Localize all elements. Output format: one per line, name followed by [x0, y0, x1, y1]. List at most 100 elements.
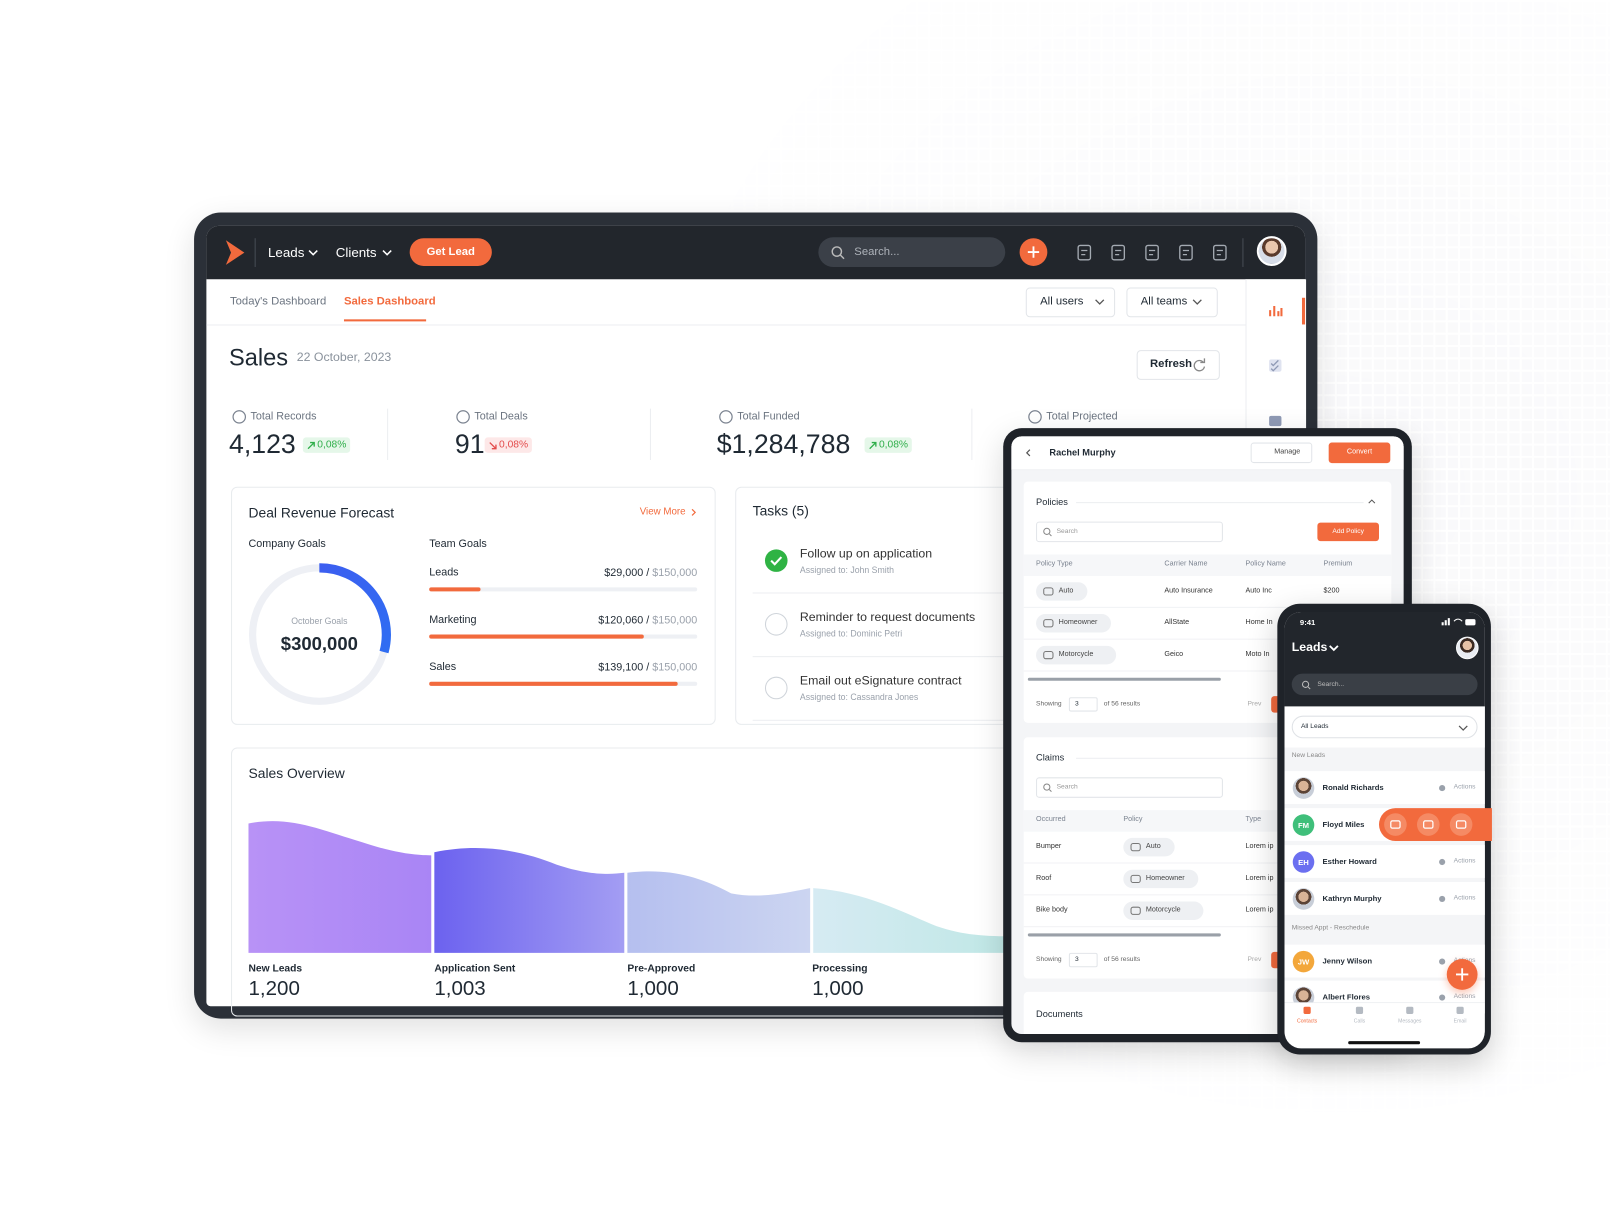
tab-active[interactable]: Sales Dashboard	[343, 295, 436, 308]
convert-button[interactable]	[1328, 442, 1391, 464]
column-header: Policy	[1123, 816, 1143, 824]
tasks-icon	[1269, 359, 1282, 372]
row-divider	[1023, 670, 1392, 672]
cell: Bumper	[1036, 842, 1062, 850]
manage-button[interactable]	[1250, 442, 1313, 464]
actions-label[interactable]: Actions	[1453, 857, 1476, 865]
tab[interactable]: Today's Dashboard	[230, 295, 327, 308]
phone-avatar[interactable]	[1456, 636, 1479, 660]
stat-change: 0,08%	[317, 439, 347, 451]
lead-filter[interactable]	[1291, 715, 1478, 739]
action-icon	[1423, 820, 1434, 829]
task-check[interactable]	[764, 676, 788, 700]
get-lead-button[interactable]	[409, 238, 492, 266]
filter-dropdown[interactable]	[1025, 287, 1116, 318]
donut-value: $300,000	[280, 633, 358, 655]
panel-rule	[1076, 502, 1364, 504]
tab-label[interactable]: Contacts	[1296, 1018, 1318, 1025]
search-icon	[1043, 783, 1052, 793]
stat-label: Total Funded	[737, 410, 800, 423]
task-divider	[752, 592, 1020, 594]
column-header: Policy Type	[1036, 560, 1073, 568]
actions-icon	[1439, 958, 1446, 965]
actions-label[interactable]: Actions	[1453, 783, 1476, 791]
tab-label[interactable]: Messages	[1398, 1018, 1422, 1025]
row-divider	[1023, 638, 1392, 640]
cell: Auto Insurance	[1164, 587, 1213, 595]
type-pill	[1036, 645, 1117, 665]
phone-search[interactable]	[1291, 673, 1478, 696]
nav-menu-item[interactable]: Clients	[335, 244, 377, 260]
check-icon	[770, 556, 783, 566]
tab-label[interactable]: Email	[1453, 1018, 1467, 1025]
convert-label: Convert	[1346, 448, 1373, 456]
trend-arrow	[489, 441, 497, 449]
search-input[interactable]	[1036, 521, 1223, 543]
nav-divider	[254, 238, 256, 267]
stat-label: Total Records	[250, 410, 317, 423]
column-header: Policy Name	[1245, 560, 1286, 568]
type-icon	[1130, 874, 1141, 884]
add-button[interactable]	[1317, 522, 1379, 542]
goal-value: $139,100	[598, 661, 644, 674]
back-icon	[1025, 449, 1031, 457]
swipe-action-button[interactable]	[1384, 813, 1407, 836]
search-box[interactable]	[818, 237, 1006, 267]
tab-icon	[1406, 1006, 1414, 1014]
task-divider	[752, 719, 1020, 721]
pagination-text: Showing	[1036, 956, 1062, 964]
filter-dropdown[interactable]	[1126, 287, 1218, 318]
prev-button[interactable]: Prev	[1247, 700, 1262, 708]
type-pill	[1123, 901, 1204, 921]
stat-change: 0,08%	[878, 439, 909, 451]
stat-change-badge: 0,08%	[484, 437, 533, 453]
stat-divider	[971, 408, 973, 461]
chart-icon	[1269, 305, 1283, 317]
actions-label[interactable]: Actions	[1453, 894, 1476, 902]
cell: AllState	[1164, 618, 1190, 627]
contact-name[interactable]: Floyd Miles	[1322, 819, 1365, 830]
type-label: Auto	[1145, 842, 1161, 850]
contact-name[interactable]: Albert Flores	[1322, 992, 1371, 1002]
contact-name[interactable]: Jenny Wilson	[1322, 956, 1373, 966]
chevron-icon	[308, 249, 318, 256]
contact-name[interactable]: Kathryn Murphy	[1322, 893, 1382, 904]
task-check[interactable]	[764, 612, 788, 636]
search-input[interactable]	[1036, 777, 1223, 798]
status-icons	[1441, 618, 1476, 626]
user-avatar[interactable]	[1256, 236, 1287, 266]
per-page-value: 3	[1075, 956, 1079, 964]
task-title: Reminder to request documents	[799, 609, 976, 625]
per-page-select[interactable]	[1068, 952, 1098, 968]
refresh-button[interactable]	[1136, 350, 1220, 380]
refresh-icon	[1193, 358, 1206, 372]
type-icon	[1130, 906, 1141, 915]
type-label: Motorcycle	[1058, 650, 1094, 658]
prev-button[interactable]: Prev	[1247, 956, 1262, 964]
avatar-initials: JW	[1297, 957, 1310, 967]
type-icon	[1043, 650, 1054, 660]
per-page-select[interactable]	[1068, 697, 1098, 712]
add-label: Add Policy	[1332, 527, 1364, 536]
contact-name[interactable]: Esther Howard	[1322, 856, 1377, 867]
actions-label[interactable]: Actions	[1453, 993, 1476, 1001]
contact-row	[1284, 771, 1485, 804]
tab-label[interactable]: Calls	[1353, 1018, 1366, 1025]
contact-name[interactable]: Ronald Richards	[1322, 782, 1384, 793]
search-placeholder: Search...	[1317, 680, 1345, 689]
task-check[interactable]	[764, 549, 788, 572]
cell: Geico	[1164, 650, 1184, 658]
view-more-link[interactable]: View More	[639, 506, 686, 518]
nav-menu-item[interactable]: Leads	[267, 244, 305, 260]
filter-label: All users	[1040, 295, 1084, 308]
stat-label: Total Projected	[1046, 410, 1118, 423]
swipe-action-button[interactable]	[1416, 813, 1440, 836]
avatar-initials: FM	[1297, 820, 1310, 831]
stat-change: 0,08%	[499, 439, 529, 451]
nav-divider	[1242, 238, 1244, 267]
panel-title: Documents	[1036, 1008, 1083, 1020]
get-lead-label[interactable]: Get Lead	[426, 245, 475, 259]
swipe-action-button[interactable]	[1449, 813, 1473, 836]
search-icon	[831, 246, 845, 260]
